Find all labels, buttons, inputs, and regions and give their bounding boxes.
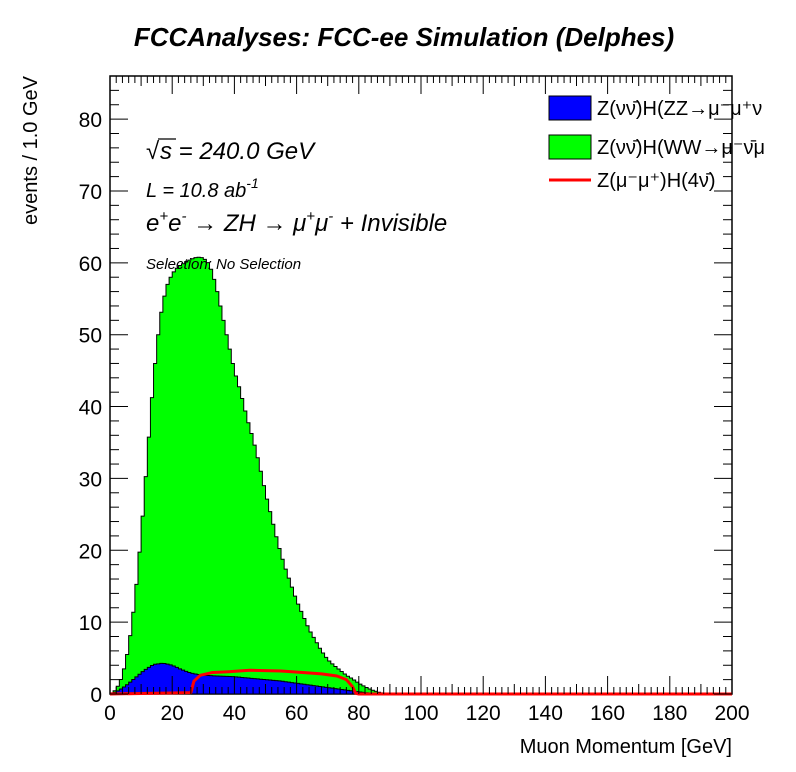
legend-label-1: Z(νν̄)H(WW→μ⁻ν̄μ: [597, 137, 765, 159]
process-mu2-sup: -: [328, 208, 333, 225]
chart-title: FCCAnalyses: FCC-ee Simulation (Delphes): [134, 22, 674, 52]
process-mu2: μ: [314, 210, 328, 237]
legend-swatch-0: [548, 95, 592, 121]
annotation-lumi: L = 10.8 ab-1: [146, 175, 259, 202]
x-tick-label: 160: [590, 702, 625, 725]
y-tick-label: 80: [79, 109, 102, 132]
x-tick-label: 20: [161, 702, 184, 725]
process-e2-sup: -: [181, 208, 186, 225]
annotation-sqrt-s: √ s = 240.0 GeV: [146, 138, 316, 165]
process-e1: e: [146, 210, 159, 237]
y-tick-label: 40: [79, 397, 102, 420]
x-tick-label: 180: [652, 702, 687, 725]
x-tick-label: 40: [223, 702, 246, 725]
y-tick-label: 20: [79, 540, 102, 563]
x-tick-label: 60: [285, 702, 308, 725]
series-4nu-line: [109, 668, 732, 696]
y-tick-label: 10: [79, 612, 102, 635]
x-tick-label: 120: [466, 702, 501, 725]
histogram-layers: [109, 256, 732, 696]
x-tick-label: 200: [714, 702, 749, 725]
legend-label-0: Z(νν̄)H(ZZ→μ⁻μ⁺ν: [597, 98, 762, 120]
lumi-text: L = 10.8 ab: [146, 180, 246, 202]
y-axis: 0 10 20 30 40 50 60 70 80: [79, 89, 732, 707]
x-tick-label: 0: [104, 702, 116, 725]
annotation-process: e+e- → ZH → μ+μ- + Invisible: [146, 208, 447, 237]
legend: Z(νν̄)H(ZZ→μ⁻μ⁺ν Z(νν̄)H(WW→μ⁻ν̄μ Z(μ⁻μ⁺)H…: [548, 95, 765, 192]
annotation-selection: Selection: No Selection: [146, 256, 301, 273]
y-tick-label: 60: [79, 253, 102, 276]
process-e1-sup: +: [159, 208, 168, 225]
process-tail: + Invisible: [333, 210, 447, 237]
legend-swatch-1: [548, 134, 592, 160]
lumi-sup: -1: [246, 175, 258, 191]
x-axis: 0 20 40 60 80 100 120 140 160 180 200: [104, 76, 750, 725]
series-ww-area: [109, 256, 397, 695]
y-tick-label: 50: [79, 325, 102, 348]
legend-label-2: Z(μ⁻μ⁺)H(4ν̄): [597, 170, 716, 192]
sqrt-symbol: √: [146, 138, 160, 165]
x-axis-label: Muon Momentum [GeV]: [520, 736, 732, 758]
y-axis-label: events / 1.0 GeV: [20, 75, 42, 225]
x-tick-label: 100: [403, 702, 438, 725]
series-zz-area: [109, 662, 390, 695]
x-tick-label: 140: [528, 702, 563, 725]
y-tick-label: 0: [90, 684, 102, 707]
y-tick-label: 30: [79, 468, 102, 491]
process-e2: e: [168, 210, 181, 237]
x-tick-label: 80: [347, 702, 370, 725]
y-tick-label: 70: [79, 181, 102, 204]
process-mu1-sup: +: [306, 208, 315, 225]
process-arrow: → ZH → μ: [186, 210, 306, 237]
sqrt-s-text: s = 240.0 GeV: [160, 138, 316, 165]
